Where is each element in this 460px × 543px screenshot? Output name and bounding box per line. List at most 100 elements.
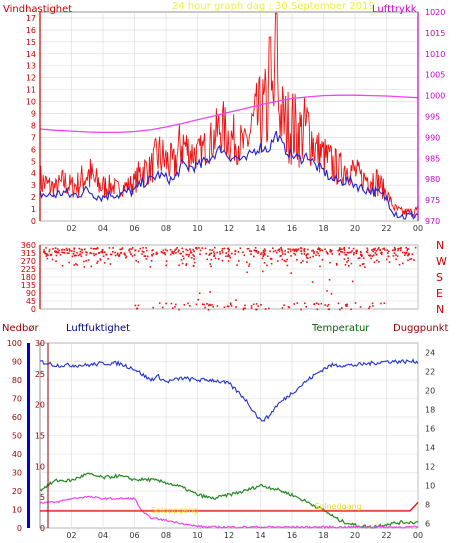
- direction-point: [130, 248, 133, 251]
- direction-point: [166, 249, 169, 252]
- wind-tick-label: 11: [26, 86, 36, 95]
- direction-point: [221, 249, 223, 252]
- direction-point: [375, 250, 378, 252]
- direction-point: [86, 251, 88, 254]
- direction-point: [306, 253, 308, 256]
- direction-point: [326, 252, 328, 254]
- direction-point: [209, 249, 211, 251]
- direction-point: [411, 253, 414, 255]
- temperature-tick-label: 24: [425, 348, 435, 357]
- direction-tick-label: 0: [31, 305, 36, 314]
- direction-point: [49, 253, 52, 256]
- direction-point: [72, 253, 75, 255]
- direction-point: [278, 250, 281, 252]
- wind-mean-line: [39, 130, 419, 220]
- direction-point: [210, 258, 213, 261]
- direction-point: [400, 249, 402, 252]
- direction-point: [285, 260, 287, 263]
- direction-point: [201, 303, 204, 305]
- direction-point: [372, 250, 374, 253]
- direction-point: [402, 251, 404, 254]
- direction-point: [246, 248, 249, 250]
- direction-point: [142, 251, 145, 253]
- wind-x-tick-label: 02: [66, 224, 76, 233]
- direction-point: [408, 253, 410, 256]
- direction-point: [169, 249, 172, 251]
- direction-tick-label: 360: [21, 241, 36, 250]
- direction-point: [146, 255, 149, 258]
- direction-point: [55, 260, 57, 262]
- direction-point: [253, 255, 255, 258]
- direction-point: [223, 247, 226, 250]
- direction-point: [181, 247, 183, 250]
- direction-point: [102, 255, 105, 257]
- temperature-tick-label: 16: [425, 424, 435, 433]
- direction-point: [94, 247, 96, 250]
- humidity-x-tick-label: 04: [98, 531, 108, 540]
- compass-label: W: [436, 255, 447, 268]
- temperature-tick-label: 10: [425, 481, 435, 490]
- direction-point: [93, 254, 96, 257]
- direction-point: [102, 251, 104, 254]
- temperature-tick-label: 6: [425, 519, 430, 528]
- direction-point: [227, 250, 230, 253]
- direction-point: [207, 309, 210, 311]
- pressure-tick-label: 1010: [425, 50, 445, 59]
- direction-point: [152, 253, 155, 255]
- direction-point: [262, 250, 265, 253]
- humidity-tick-label: 30: [35, 339, 45, 348]
- direction-point: [345, 305, 347, 307]
- direction-point: [109, 263, 112, 265]
- direction-point: [242, 308, 245, 311]
- direction-point: [324, 248, 326, 250]
- direction-point: [260, 304, 262, 306]
- direction-point: [359, 250, 362, 253]
- precip-tick-label: 50: [12, 432, 22, 441]
- direction-point: [45, 255, 48, 257]
- direction-point: [177, 250, 179, 253]
- direction-tick-label: 180: [21, 273, 36, 282]
- direction-point: [294, 253, 297, 256]
- direction-point: [63, 249, 66, 251]
- direction-point: [327, 253, 329, 255]
- direction-point: [54, 247, 57, 249]
- direction-point: [208, 254, 211, 256]
- direction-point: [391, 249, 394, 252]
- direction-point: [329, 261, 331, 264]
- direction-point: [361, 263, 364, 265]
- humidity-line: [39, 358, 419, 422]
- direction-point: [175, 248, 177, 251]
- direction-point: [263, 248, 266, 250]
- sunset-label: Solnedgang: [314, 502, 361, 511]
- wind-tick-label: 7: [31, 133, 36, 142]
- direction-point: [171, 250, 174, 253]
- direction-point: [347, 259, 350, 262]
- direction-point: [128, 249, 130, 252]
- direction-point: [306, 261, 308, 263]
- direction-point: [81, 251, 83, 254]
- direction-point: [112, 251, 114, 253]
- wind-tick-label: 14: [26, 50, 36, 59]
- direction-point: [284, 253, 286, 255]
- pressure-axis-label: Lufttrykk: [372, 4, 417, 15]
- direction-point: [303, 248, 306, 250]
- direction-point: [361, 255, 363, 258]
- direction-point: [262, 249, 265, 252]
- direction-point: [193, 258, 195, 260]
- direction-point: [75, 254, 77, 257]
- direction-point: [313, 251, 315, 253]
- direction-point: [264, 253, 266, 255]
- direction-point: [338, 249, 340, 251]
- humidity-x-tick-label: 20: [350, 531, 360, 540]
- direction-point: [85, 260, 87, 262]
- pressure-tick-label: 1020: [425, 8, 445, 17]
- direction-point: [242, 251, 244, 254]
- precip-tick-label: 60: [12, 413, 22, 422]
- direction-point: [343, 251, 346, 254]
- pressure-tick-label: 985: [425, 154, 440, 163]
- direction-point: [87, 259, 90, 261]
- direction-point: [236, 264, 238, 266]
- direction-point: [381, 251, 383, 254]
- direction-point: [300, 252, 303, 255]
